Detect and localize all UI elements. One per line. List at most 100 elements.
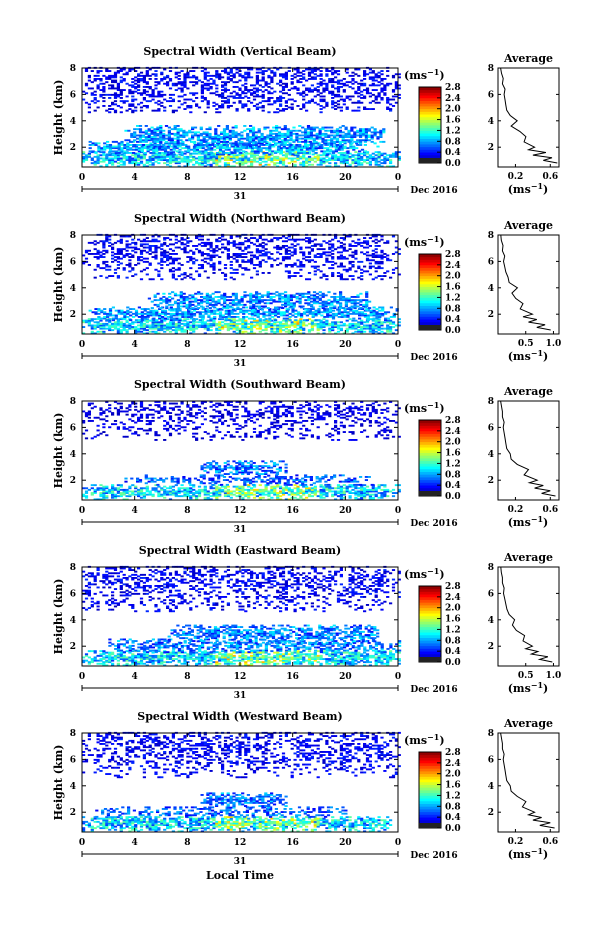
heatmap-cell <box>394 82 398 85</box>
heatmap-cell <box>209 154 213 157</box>
heatmap-cell <box>296 265 300 268</box>
heatmap-cell <box>232 74 236 77</box>
heatmap-cell <box>153 132 157 135</box>
heatmap-cell <box>223 163 228 166</box>
heatmap-cell <box>203 257 207 260</box>
heatmap-cell <box>272 132 276 135</box>
heatmap-cell <box>100 147 104 150</box>
heatmap-cell <box>312 139 316 142</box>
heatmap-cell <box>311 314 315 317</box>
heatmap-cell <box>119 332 123 335</box>
heatmap-cell <box>293 157 297 160</box>
heatmap-cell <box>192 257 196 260</box>
heatmap-cell <box>189 257 193 260</box>
heatmap-cell <box>108 74 112 77</box>
heatmap-cell <box>353 302 357 305</box>
heatmap-cell <box>235 327 239 330</box>
heatmap-cell <box>212 265 216 268</box>
heatmap-cell <box>355 309 359 312</box>
heatmap-cell <box>365 89 370 91</box>
heatmap-cell <box>148 319 152 322</box>
heatmap-cell <box>233 312 237 315</box>
heatmap-cell <box>270 81 274 84</box>
heatmap-cell <box>152 144 156 146</box>
heatmap-cell <box>250 329 254 332</box>
heatmap-cell <box>247 326 251 328</box>
heatmap-cell <box>207 314 211 317</box>
heatmap-cell <box>312 294 317 297</box>
heatmap-cell <box>342 256 346 258</box>
heatmap-cell <box>137 144 141 146</box>
heatmap-cell <box>179 129 183 132</box>
heatmap-cell <box>206 329 210 332</box>
heatmap-cell <box>233 145 237 148</box>
heatmap-cell <box>140 308 144 310</box>
heatmap-cell <box>266 291 270 294</box>
heatmap-cell <box>238 154 242 157</box>
heatmap-cell <box>226 159 230 161</box>
heatmap-cell <box>267 74 271 77</box>
heatmap-cell <box>238 256 242 258</box>
heatmap-cell <box>255 322 259 325</box>
heatmap-cell <box>299 157 303 160</box>
heatmap-cell <box>201 311 205 314</box>
heatmap-cell <box>93 98 97 101</box>
heatmap-cell <box>356 139 360 142</box>
heatmap-cell <box>215 322 219 325</box>
heatmap-cell <box>256 148 260 151</box>
heatmap-cell <box>228 134 232 137</box>
heatmap-cell <box>389 154 393 157</box>
heatmap-cell <box>348 260 352 263</box>
heatmap-cell <box>336 90 341 93</box>
heatmap-cell <box>158 147 162 150</box>
heatmap-cell <box>160 90 164 93</box>
heatmap-cell <box>157 327 161 330</box>
heatmap-cell <box>363 314 367 317</box>
heatmap-cell <box>158 317 162 320</box>
heatmap-cell <box>171 273 175 276</box>
heatmap-cell <box>235 332 239 335</box>
heatmap-cell <box>157 275 161 277</box>
heatmap-cell <box>298 140 302 143</box>
heatmap-cell <box>339 294 343 297</box>
heatmap-cell <box>363 140 367 143</box>
heatmap-cell <box>241 322 245 325</box>
heatmap-cell <box>315 297 319 300</box>
heatmap-cell <box>304 296 308 298</box>
heatmap-cell <box>270 157 274 160</box>
heatmap-cell <box>250 311 254 314</box>
heatmap-cell <box>153 140 157 143</box>
heatmap-cell <box>307 322 312 325</box>
heatmap-cell <box>292 140 296 143</box>
heatmap-cell <box>298 125 302 127</box>
heatmap-cell <box>105 159 109 161</box>
heatmap-cell <box>351 322 355 325</box>
heatmap-cell <box>203 253 207 255</box>
heatmap-cell <box>134 90 138 93</box>
panel-vertical: Spectral Width (Vertical Beam)2468Height… <box>52 45 560 202</box>
heatmap-cell <box>214 132 218 135</box>
heatmap-cell <box>158 308 162 310</box>
heatmap-cell <box>380 152 384 155</box>
heatmap-cell <box>263 128 267 131</box>
heatmap-cell <box>328 324 332 327</box>
heatmap-cell <box>276 326 280 328</box>
heatmap-cell <box>270 152 274 155</box>
heatmap-cell <box>335 140 340 143</box>
heatmap-cell <box>321 139 325 142</box>
heatmap-cell <box>223 89 228 91</box>
heatmap-cell <box>357 322 361 325</box>
heatmap-cell <box>102 151 106 154</box>
heatmap-cell <box>321 292 325 295</box>
heatmap-cell <box>134 264 138 266</box>
heatmap-cell <box>111 157 115 160</box>
heatmap-cell <box>356 299 360 302</box>
heatmap-cell <box>307 296 311 298</box>
heatmap-cell <box>336 265 341 268</box>
heatmap-cell <box>243 291 247 294</box>
heatmap-cell <box>373 128 377 131</box>
heatmap-cell <box>366 317 370 320</box>
heatmap-cell <box>328 70 332 72</box>
heatmap-cell <box>111 74 115 77</box>
heatmap-cell <box>288 153 292 156</box>
